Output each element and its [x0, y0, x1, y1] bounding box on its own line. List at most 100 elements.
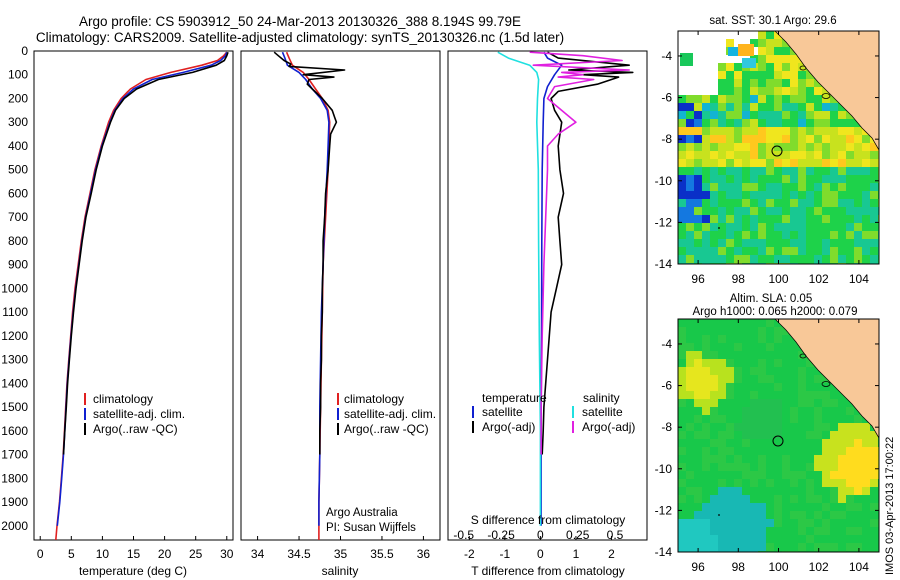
sst-map-title: sat. SST: 30.1 Argo: 29.6	[709, 15, 836, 27]
sla-cell	[742, 447, 750, 455]
sst-cell	[862, 255, 870, 263]
sla-cell	[854, 447, 862, 455]
sla-cell	[798, 351, 806, 359]
sla-cell	[806, 527, 814, 535]
sst-cell	[702, 215, 710, 223]
sla-cell	[750, 503, 758, 511]
sla-cell	[734, 431, 742, 439]
sla-cell	[846, 479, 854, 487]
sla-cell	[822, 431, 830, 439]
temperature-plot-frame	[33, 50, 234, 541]
sst-cell	[702, 231, 710, 239]
sst-cell	[694, 183, 702, 191]
sla-cell	[678, 431, 686, 439]
sla-cell	[742, 543, 750, 551]
sla-cell	[814, 399, 822, 407]
sst-cell	[806, 87, 814, 95]
sla-cell	[726, 527, 734, 535]
sst-cell	[742, 231, 750, 239]
sla-cell	[694, 527, 702, 535]
sst-cell	[862, 183, 870, 191]
sst-cell	[846, 199, 854, 207]
sst-cell	[702, 255, 710, 263]
sst-cell	[678, 159, 686, 167]
sla-cell	[726, 495, 734, 503]
sst-cell	[822, 255, 830, 263]
sla-cell	[854, 527, 862, 535]
sla-cell	[870, 463, 878, 471]
sst-cell	[830, 151, 838, 159]
difference-plot-frame	[447, 50, 648, 541]
sla-cell	[710, 535, 718, 543]
sla-cell	[854, 431, 862, 439]
sst-cell	[790, 191, 798, 199]
sla-cell	[814, 503, 822, 511]
sla-cell	[798, 359, 806, 367]
sst-cell	[718, 183, 726, 191]
sla-cell	[750, 415, 758, 423]
sla-cell	[838, 439, 846, 447]
sla-cell	[702, 527, 710, 535]
s-difference-tick-label: -0.25	[487, 528, 515, 542]
sla-cell	[870, 431, 878, 439]
sla-cell	[766, 359, 774, 367]
sst-cell	[782, 111, 790, 119]
sla-cell	[726, 399, 734, 407]
legend-swatch-satellite	[337, 408, 339, 420]
sla-cell	[798, 407, 806, 415]
sst-cell	[702, 207, 710, 215]
sst-cell	[782, 247, 790, 255]
sla-cell	[838, 447, 846, 455]
sst-cell	[774, 191, 782, 199]
sst-cell	[734, 199, 742, 207]
sst-cell	[870, 207, 878, 215]
sla-cell	[726, 319, 734, 327]
sla-cell	[702, 423, 710, 431]
sla-cell	[790, 527, 798, 535]
sla-cell	[734, 535, 742, 543]
sla-cell	[710, 503, 718, 511]
sst-cell	[798, 103, 806, 111]
sst-cell	[726, 39, 734, 47]
sst-cell	[814, 119, 822, 127]
sla-cell	[774, 335, 782, 343]
sla-cell	[718, 391, 726, 399]
sst-cell	[838, 159, 846, 167]
sla-cell	[694, 495, 702, 503]
x-tick-label: 20	[158, 547, 172, 561]
sst-cell	[822, 159, 830, 167]
sla-cell	[718, 447, 726, 455]
sst-cell	[710, 223, 718, 231]
sst-cell	[710, 135, 718, 143]
sla-cell	[678, 351, 686, 359]
sst-cell	[758, 63, 766, 71]
sst-cell	[718, 255, 726, 263]
sst-cell	[718, 79, 726, 87]
sla-cell	[854, 495, 862, 503]
sla-cell	[726, 335, 734, 343]
sla-cell	[726, 367, 734, 375]
sla-cell	[814, 423, 822, 431]
legend-swatch-sal-argo	[572, 421, 574, 433]
sst-cell	[830, 239, 838, 247]
sst-cell	[814, 95, 822, 103]
sla-cell	[830, 391, 838, 399]
sla-cell	[838, 543, 846, 551]
sla-cell	[814, 431, 822, 439]
sla-cell	[806, 391, 814, 399]
sla-cell	[766, 383, 774, 391]
sla-cell	[830, 447, 838, 455]
sst-cell	[806, 127, 814, 135]
sst-cell	[870, 199, 878, 207]
sst-cell	[750, 71, 758, 79]
sst-cell	[702, 103, 710, 111]
sst-cell	[814, 159, 822, 167]
depth-tick-label: 200	[8, 91, 28, 105]
sla-cell	[734, 463, 742, 471]
sst-cell	[870, 223, 878, 231]
sst-cell	[766, 175, 774, 183]
sst-cell	[798, 223, 806, 231]
sla-cell	[846, 519, 854, 527]
sst-cell	[750, 215, 758, 223]
sla-cell	[822, 383, 830, 391]
